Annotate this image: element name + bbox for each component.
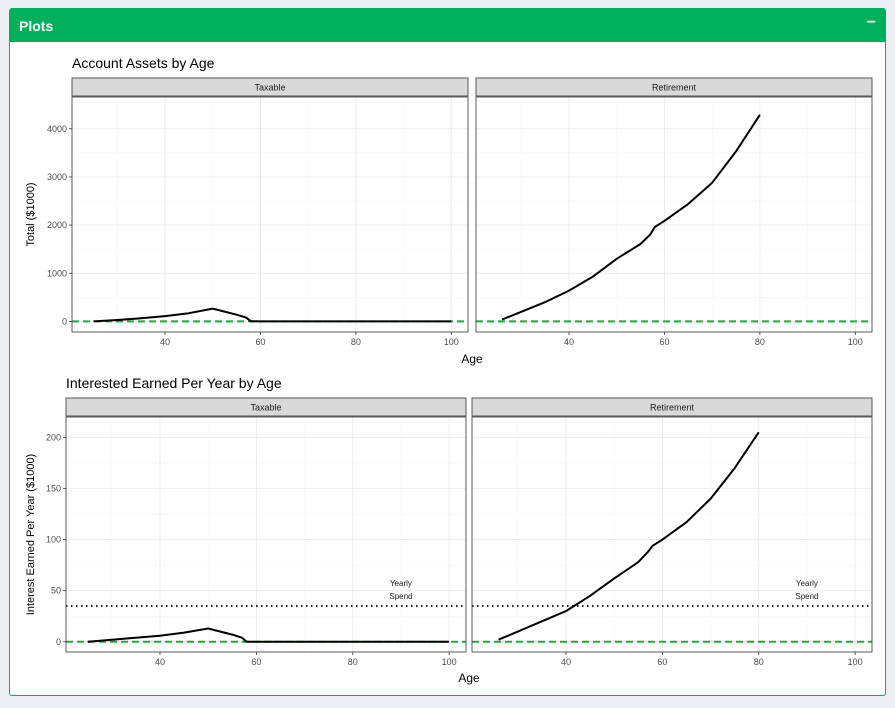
panel-title: Plots [19,17,54,34]
plot-border [471,416,873,653]
y-tick-label: 1000 [47,268,67,278]
x-tick-label: 100 [848,657,863,667]
y-axis-label: Interest Earned Per Year ($1000) [25,454,37,615]
plots-panel: Plots − Account Assets by Age 0 1000 2000 30… [9,8,886,696]
facet-strip [71,77,469,97]
plot-area [66,417,466,652]
plot-border [475,96,873,333]
facet-label: Taxable [254,83,285,93]
facet-label: Taxable [250,403,281,413]
x-tick-label: 40 [561,657,571,667]
x-tick-label: 100 [444,337,459,347]
plot-border [71,96,469,333]
facet-retirement: Retirement Yearly Spend 40 60 80 100 [471,397,873,667]
x-tick-label: 40 [564,337,574,347]
y-tick-label: 150 [46,484,61,494]
x-tick-label: 40 [160,337,170,347]
facet-taxable: Taxable Yearly Spend 40 60 80 100 [65,397,467,667]
plots-canvas: Account Assets by Age01000200030004000To… [25,55,873,685]
y-tick-label: 50 [51,586,61,596]
chart-2: Interested Earned Per Year by Age 0 50 100 1… [25,375,873,685]
y-tick-label: 0 [62,316,67,326]
y-tick-label: 2000 [47,220,67,230]
plot-area [72,97,468,332]
x-axis-label: Age [461,352,483,366]
y-tick-label: 0 [56,637,61,647]
reference-line-label: Spend [795,592,818,601]
y-tick-label: 4000 [47,124,67,134]
panel-header: Plots − [10,9,885,42]
series-line [501,114,761,321]
facet-strip [65,397,467,417]
series-line [87,627,450,643]
chart-title: Account Assets by Age [72,55,215,71]
x-axis-label: Age [458,671,480,685]
x-tick-label: 60 [659,337,669,347]
x-tick-label: 80 [351,337,361,347]
collapse-button[interactable]: − [866,13,876,31]
facet-strip [475,77,873,97]
x-tick-label: 80 [348,657,358,667]
facet-label: Retirement [650,403,695,413]
x-tick-label: 60 [657,657,667,667]
y-tick-label: 100 [46,535,61,545]
x-tick-label: 40 [155,657,165,667]
y-axis-label: Total ($1000) [25,182,37,246]
reference-line-label: Spend [389,592,412,601]
x-tick-label: 100 [442,657,457,667]
series-line [498,431,760,641]
chart-title: Interested Earned Per Year by Age [66,375,282,391]
facet-label: Retirement [652,83,697,93]
x-tick-label: 80 [754,657,764,667]
x-tick-label: 60 [251,657,261,667]
x-tick-label: 100 [848,337,863,347]
chart-1: Account Assets by Age 0 1000 2000 3000 4000 To… [25,55,873,366]
x-tick-label: 60 [255,337,265,347]
reference-line-label: Yearly [390,579,412,588]
facet-taxable: Taxable 40 60 80 100 [71,77,469,347]
x-tick-label: 80 [755,337,765,347]
reference-line-label: Yearly [796,579,818,588]
y-tick-label: 200 [46,432,61,442]
series-line [93,307,452,323]
plot-area [472,417,872,652]
facet-strip [471,397,873,417]
y-tick-label: 3000 [47,172,67,182]
plot-border [65,416,467,653]
facet-retirement: Retirement 40 60 80 100 [475,77,873,347]
